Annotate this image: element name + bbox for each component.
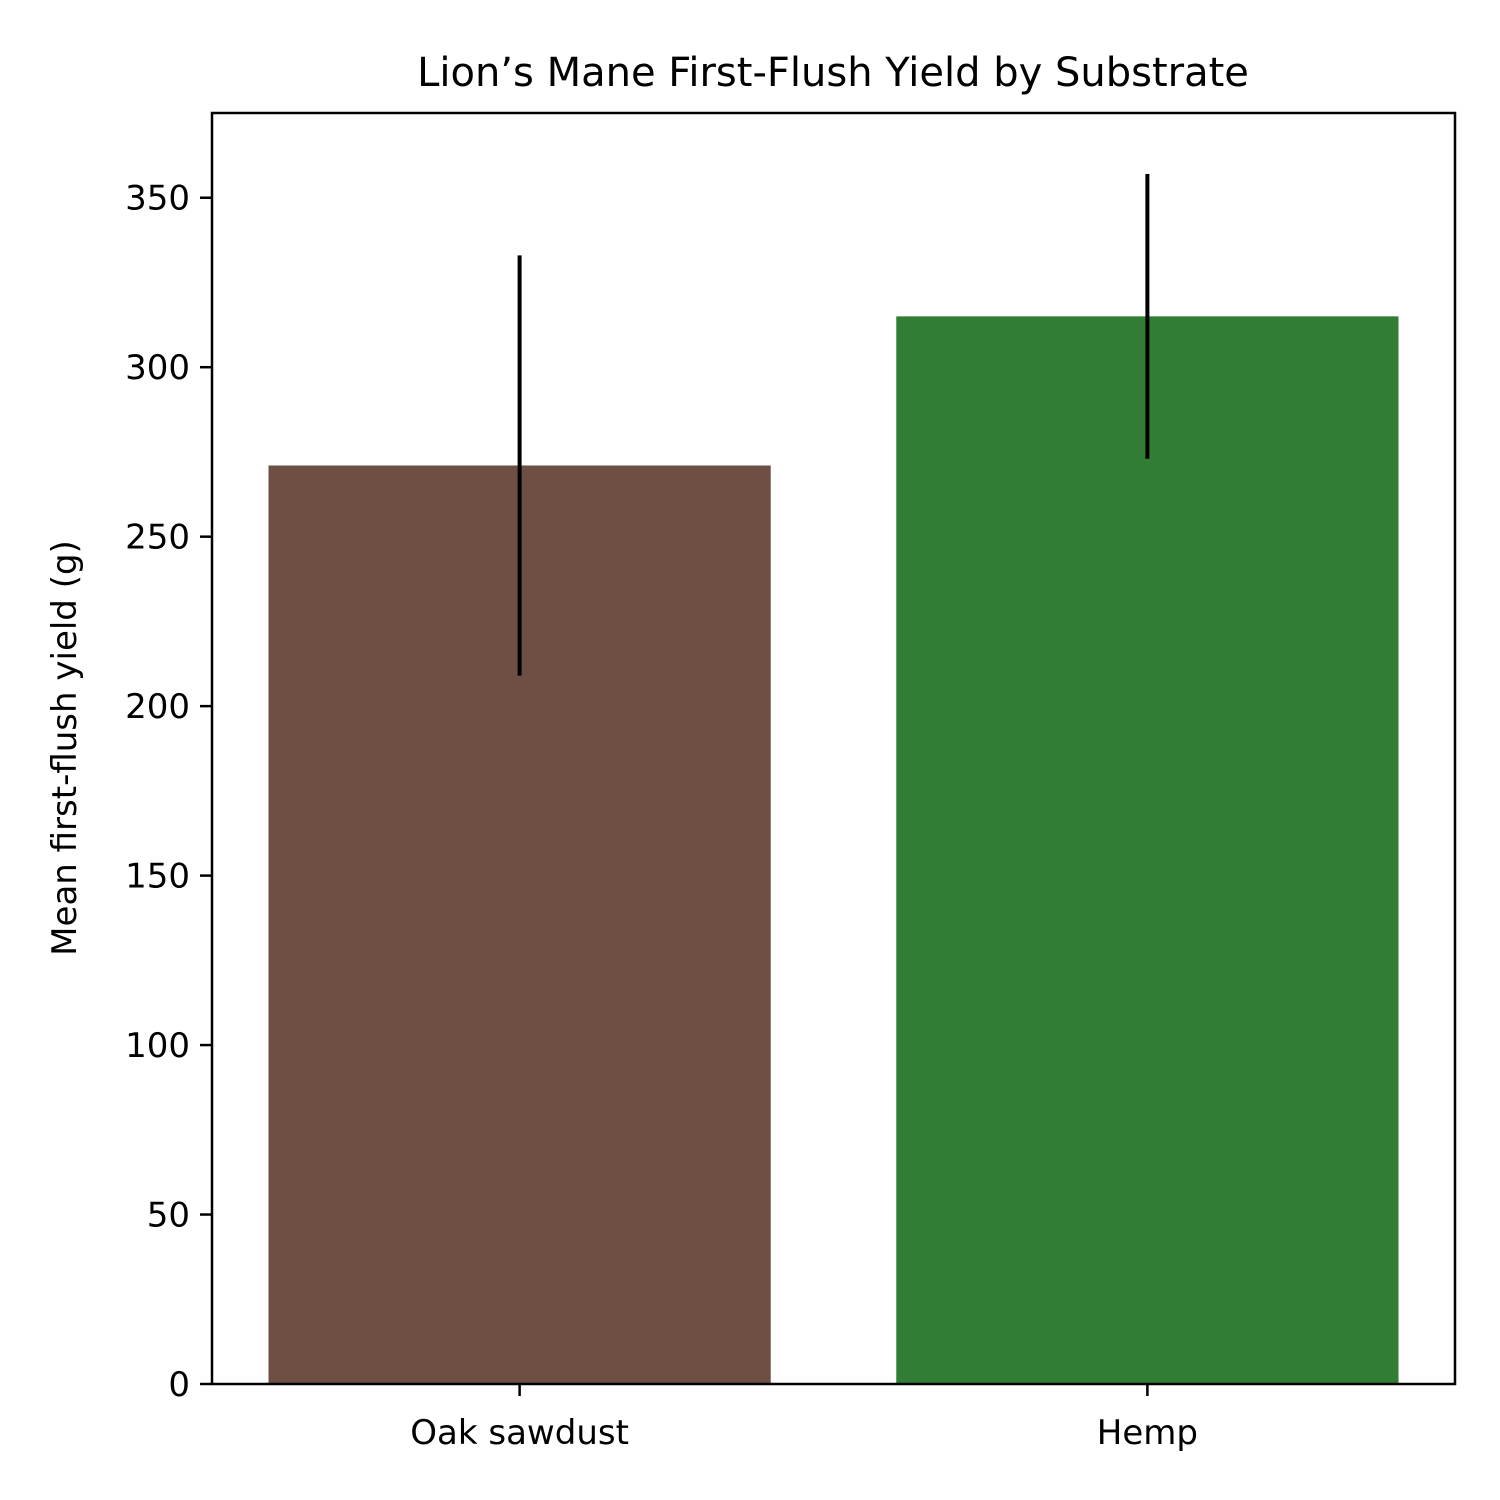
y-axis-ticks: 0 50 100 150 200 250 300 350 [125,179,212,1405]
bars-layer [268,316,1399,1384]
chart-title: Lion’s Mane First-Flush Yield by Substra… [417,50,1249,96]
y-tick-label: 100 [125,1026,190,1066]
x-tick-label: Oak sawdust [410,1413,629,1453]
y-tick-label: 250 [125,518,190,558]
errorbars-layer [517,174,1150,676]
y-tick-label: 50 [147,1196,190,1236]
bar-hemp [896,316,1399,1384]
y-tick-label: 200 [125,687,190,727]
y-tick-label: 350 [125,179,190,219]
x-tick-label: Hemp [1097,1413,1198,1453]
y-tick-label: 150 [125,857,190,897]
y-tick-label: 300 [125,348,190,388]
plot-frame [210,111,1457,1386]
y-axis-label: Mean first-flush yield (g) [45,540,85,956]
x-axis-ticks: Oak sawdust Hemp [410,1384,1198,1453]
y-tick-label: 0 [168,1365,190,1405]
